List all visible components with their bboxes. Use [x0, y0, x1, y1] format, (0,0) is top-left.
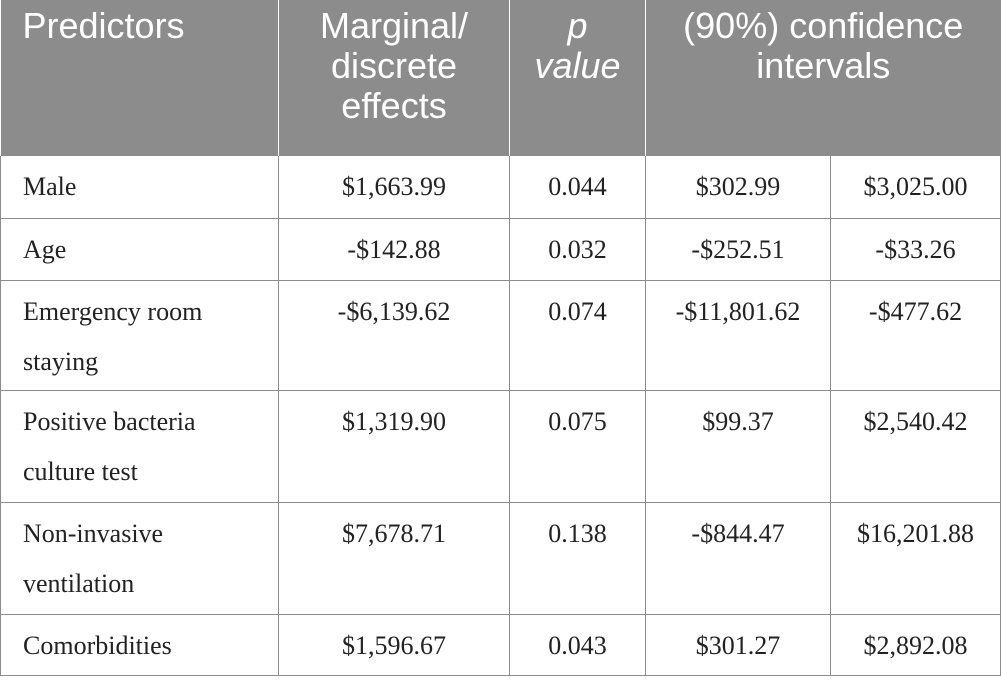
ci-low-cell: $302.99	[645, 156, 831, 219]
ci-high-cell: -$33.26	[830, 218, 1001, 281]
table-row: Positive bacteria culture test $1,319.90…	[0, 390, 1001, 503]
table-row: Comorbidities $1,596.67 0.043 $301.27 $2…	[0, 614, 1001, 676]
p-value-cell: 0.044	[509, 156, 646, 219]
effect-cell: $1,663.99	[278, 156, 510, 219]
ci-high-cell: $16,201.88	[830, 502, 1001, 615]
table-row: Age -$142.88 0.032 -$252.51 -$33.26	[0, 218, 1001, 281]
table-row: Emergency room staying -$6,139.62 0.074 …	[0, 280, 1001, 391]
header-p-value-p: p	[567, 5, 588, 46]
effect-cell: $1,596.67	[278, 614, 510, 676]
ci-low-cell: -$844.47	[645, 502, 831, 615]
p-value-cell: 0.138	[509, 502, 646, 615]
predictor-cell: Non-invasive ventilation	[0, 502, 279, 615]
table-row: Male $1,663.99 0.044 $302.99 $3,025.00	[0, 156, 1001, 219]
table-row: Non-invasive ventilation $7,678.71 0.138…	[0, 502, 1001, 615]
ci-high-cell: $2,892.08	[830, 614, 1001, 676]
effect-cell: -$6,139.62	[278, 280, 510, 391]
predictor-cell: Male	[0, 156, 279, 219]
ci-low-cell: $99.37	[645, 390, 831, 503]
table-body: Male $1,663.99 0.044 $302.99 $3,025.00 A…	[0, 156, 1001, 676]
p-value-cell: 0.043	[509, 614, 646, 676]
effect-cell: $7,678.71	[278, 502, 510, 615]
ci-low-cell: -$11,801.62	[645, 280, 831, 391]
effect-cell: $1,319.90	[278, 390, 510, 503]
ci-high-cell: $3,025.00	[830, 156, 1001, 219]
predictor-cell: Emergency room staying	[0, 280, 279, 391]
header-p-value: p value	[509, 0, 646, 156]
p-value-cell: 0.074	[509, 280, 646, 391]
header-predictors: Predictors	[0, 0, 279, 156]
p-value-cell: 0.075	[509, 390, 646, 503]
ci-high-cell: -$477.62	[830, 280, 1001, 391]
ci-low-cell: $301.27	[645, 614, 831, 676]
p-value-cell: 0.032	[509, 218, 646, 281]
header-confidence-intervals: (90%) confidence intervals	[645, 0, 1001, 156]
predictor-cell: Age	[0, 218, 279, 281]
header-effects: Marginal/ discrete effects	[278, 0, 510, 156]
predictor-cell: Positive bacteria culture test	[0, 390, 279, 503]
effect-cell: -$142.88	[278, 218, 510, 281]
ci-low-cell: -$252.51	[645, 218, 831, 281]
header-p-value-value: value	[534, 45, 621, 86]
predictor-cell: Comorbidities	[0, 614, 279, 676]
ci-high-cell: $2,540.42	[830, 390, 1001, 503]
